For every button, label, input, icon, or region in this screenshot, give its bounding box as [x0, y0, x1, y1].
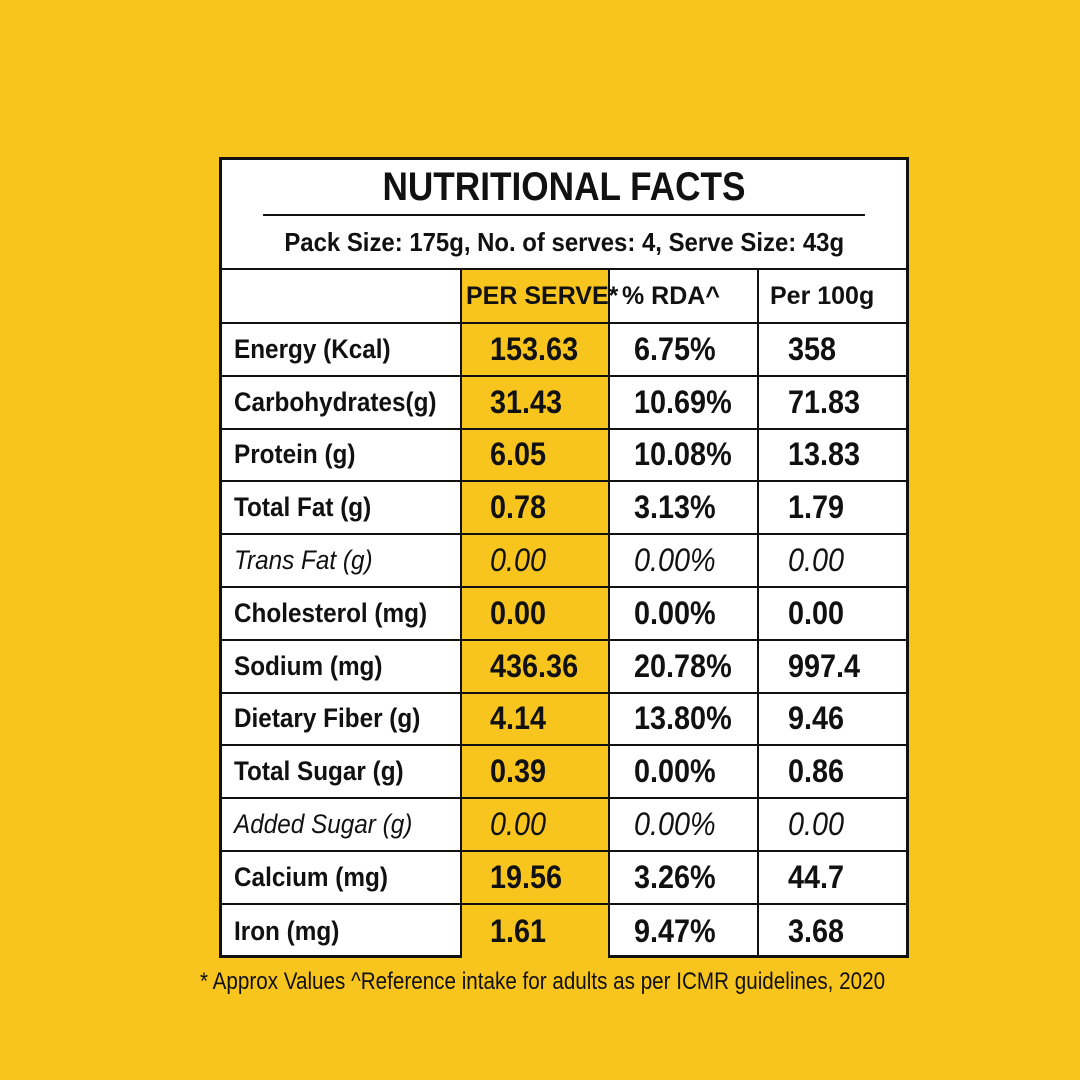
column-divider [757, 270, 759, 958]
nutrient-label: Cholesterol (mg) [234, 597, 428, 628]
nutrient-label: Total Sugar (g) [234, 756, 404, 787]
nutrient-row: Added Sugar (g) 0.00 0.00% 0.00 [222, 799, 906, 852]
rda-value: 3.26% [634, 858, 716, 895]
nutrient-label: Protein (g) [234, 439, 356, 470]
nutrient-label: Added Sugar (g) [234, 809, 413, 840]
rda-value: 0.00% [634, 542, 716, 579]
per-100g-value: 9.46 [788, 700, 845, 737]
nutrient-label: Carbohydrates(g) [234, 386, 437, 417]
nutrient-row: Total Sugar (g) 0.39 0.00% 0.86 [222, 746, 906, 800]
nutrient-row: Carbohydrates(g) 31.43 10.69% 71.83 [222, 377, 906, 430]
per-100g-value: 997.4 [788, 647, 861, 684]
per-serve-value: 0.00 [490, 542, 547, 579]
header-row: PER SERVE* % RDA^ Per 100g [222, 270, 906, 324]
per-100g-value: 1.79 [788, 489, 845, 526]
header-per-serve: PER SERVE* [466, 281, 619, 310]
rda-value: 0.00% [634, 806, 716, 843]
pack-info: Pack Size: 175g, No. of serves: 4, Serve… [222, 216, 906, 270]
per-100g-value: 0.00 [788, 542, 845, 579]
nutrient-row: Dietary Fiber (g) 4.14 13.80% 9.46 [222, 694, 906, 747]
nutrient-label: Sodium (mg) [234, 650, 383, 681]
table-title: NUTRITIONAL FACTS [263, 160, 865, 216]
per-100g-value: 44.7 [788, 858, 845, 895]
per-serve-value: 4.14 [490, 700, 547, 737]
nutrient-row: Trans Fat (g) 0.00 0.00% 0.00 [222, 535, 906, 588]
nutrient-row: Total Fat (g) 0.78 3.13% 1.79 [222, 482, 906, 536]
per-100g-value: 71.83 [788, 383, 861, 420]
per-100g-value: 0.00 [788, 594, 845, 631]
pack-info-text: Pack Size: 175g, No. of serves: 4, Serve… [284, 226, 844, 257]
header-rda: % RDA^ [622, 281, 720, 310]
rda-value: 10.08% [634, 436, 732, 473]
nutrient-row: Sodium (mg) 436.36 20.78% 997.4 [222, 641, 906, 694]
rda-value: 0.00% [634, 594, 716, 631]
nutrient-label: Trans Fat (g) [234, 545, 373, 576]
per-serve-value: 6.05 [490, 436, 547, 473]
per-100g-value: 13.83 [788, 436, 861, 473]
column-divider [608, 270, 610, 958]
rda-value: 0.00% [634, 753, 716, 790]
per-100g-value: 0.00 [788, 806, 845, 843]
per-serve-value: 0.00 [490, 806, 547, 843]
per-serve-highlight [462, 270, 610, 958]
column-divider [460, 270, 462, 958]
rda-value: 9.47% [634, 912, 716, 949]
nutrient-row: Iron (mg) 1.61 9.47% 3.68 [222, 905, 906, 958]
nutrition-grid: PER SERVE* % RDA^ Per 100g Energy (Kcal)… [222, 270, 906, 958]
per-serve-value: 0.78 [490, 489, 547, 526]
nutrient-row: Cholesterol (mg) 0.00 0.00% 0.00 [222, 588, 906, 641]
per-serve-value: 436.36 [490, 647, 579, 684]
nutrition-table: NUTRITIONAL FACTS Pack Size: 175g, No. o… [219, 157, 909, 958]
nutrient-label: Dietary Fiber (g) [234, 703, 421, 734]
nutrient-label: Iron (mg) [234, 915, 340, 946]
per-100g-value: 358 [788, 330, 837, 367]
per-serve-value: 0.39 [490, 753, 547, 790]
rda-value: 6.75% [634, 330, 716, 367]
nutrient-row: Calcium (mg) 19.56 3.26% 44.7 [222, 852, 906, 905]
footnote: * Approx Values ^Reference intake for ad… [200, 968, 940, 996]
per-100g-value: 3.68 [788, 912, 845, 949]
nutrient-row: Energy (Kcal) 153.63 6.75% 358 [222, 324, 906, 377]
per-serve-value: 19.56 [490, 858, 563, 895]
nutrient-label: Total Fat (g) [234, 492, 372, 523]
nutrient-label: Calcium (mg) [234, 861, 388, 892]
per-serve-value: 31.43 [490, 383, 563, 420]
nutrient-row: Protein (g) 6.05 10.08% 13.83 [222, 430, 906, 483]
nutrient-label: Energy (Kcal) [234, 333, 391, 364]
per-100g-value: 0.86 [788, 753, 845, 790]
rda-value: 13.80% [634, 700, 732, 737]
rda-value: 20.78% [634, 647, 732, 684]
footnote-text: * Approx Values ^Reference intake for ad… [200, 968, 886, 995]
per-serve-value: 1.61 [490, 912, 547, 949]
header-per-100g: Per 100g [770, 281, 875, 310]
rda-value: 10.69% [634, 383, 732, 420]
rda-value: 3.13% [634, 489, 716, 526]
per-serve-value: 153.63 [490, 330, 579, 367]
per-serve-value: 0.00 [490, 594, 547, 631]
